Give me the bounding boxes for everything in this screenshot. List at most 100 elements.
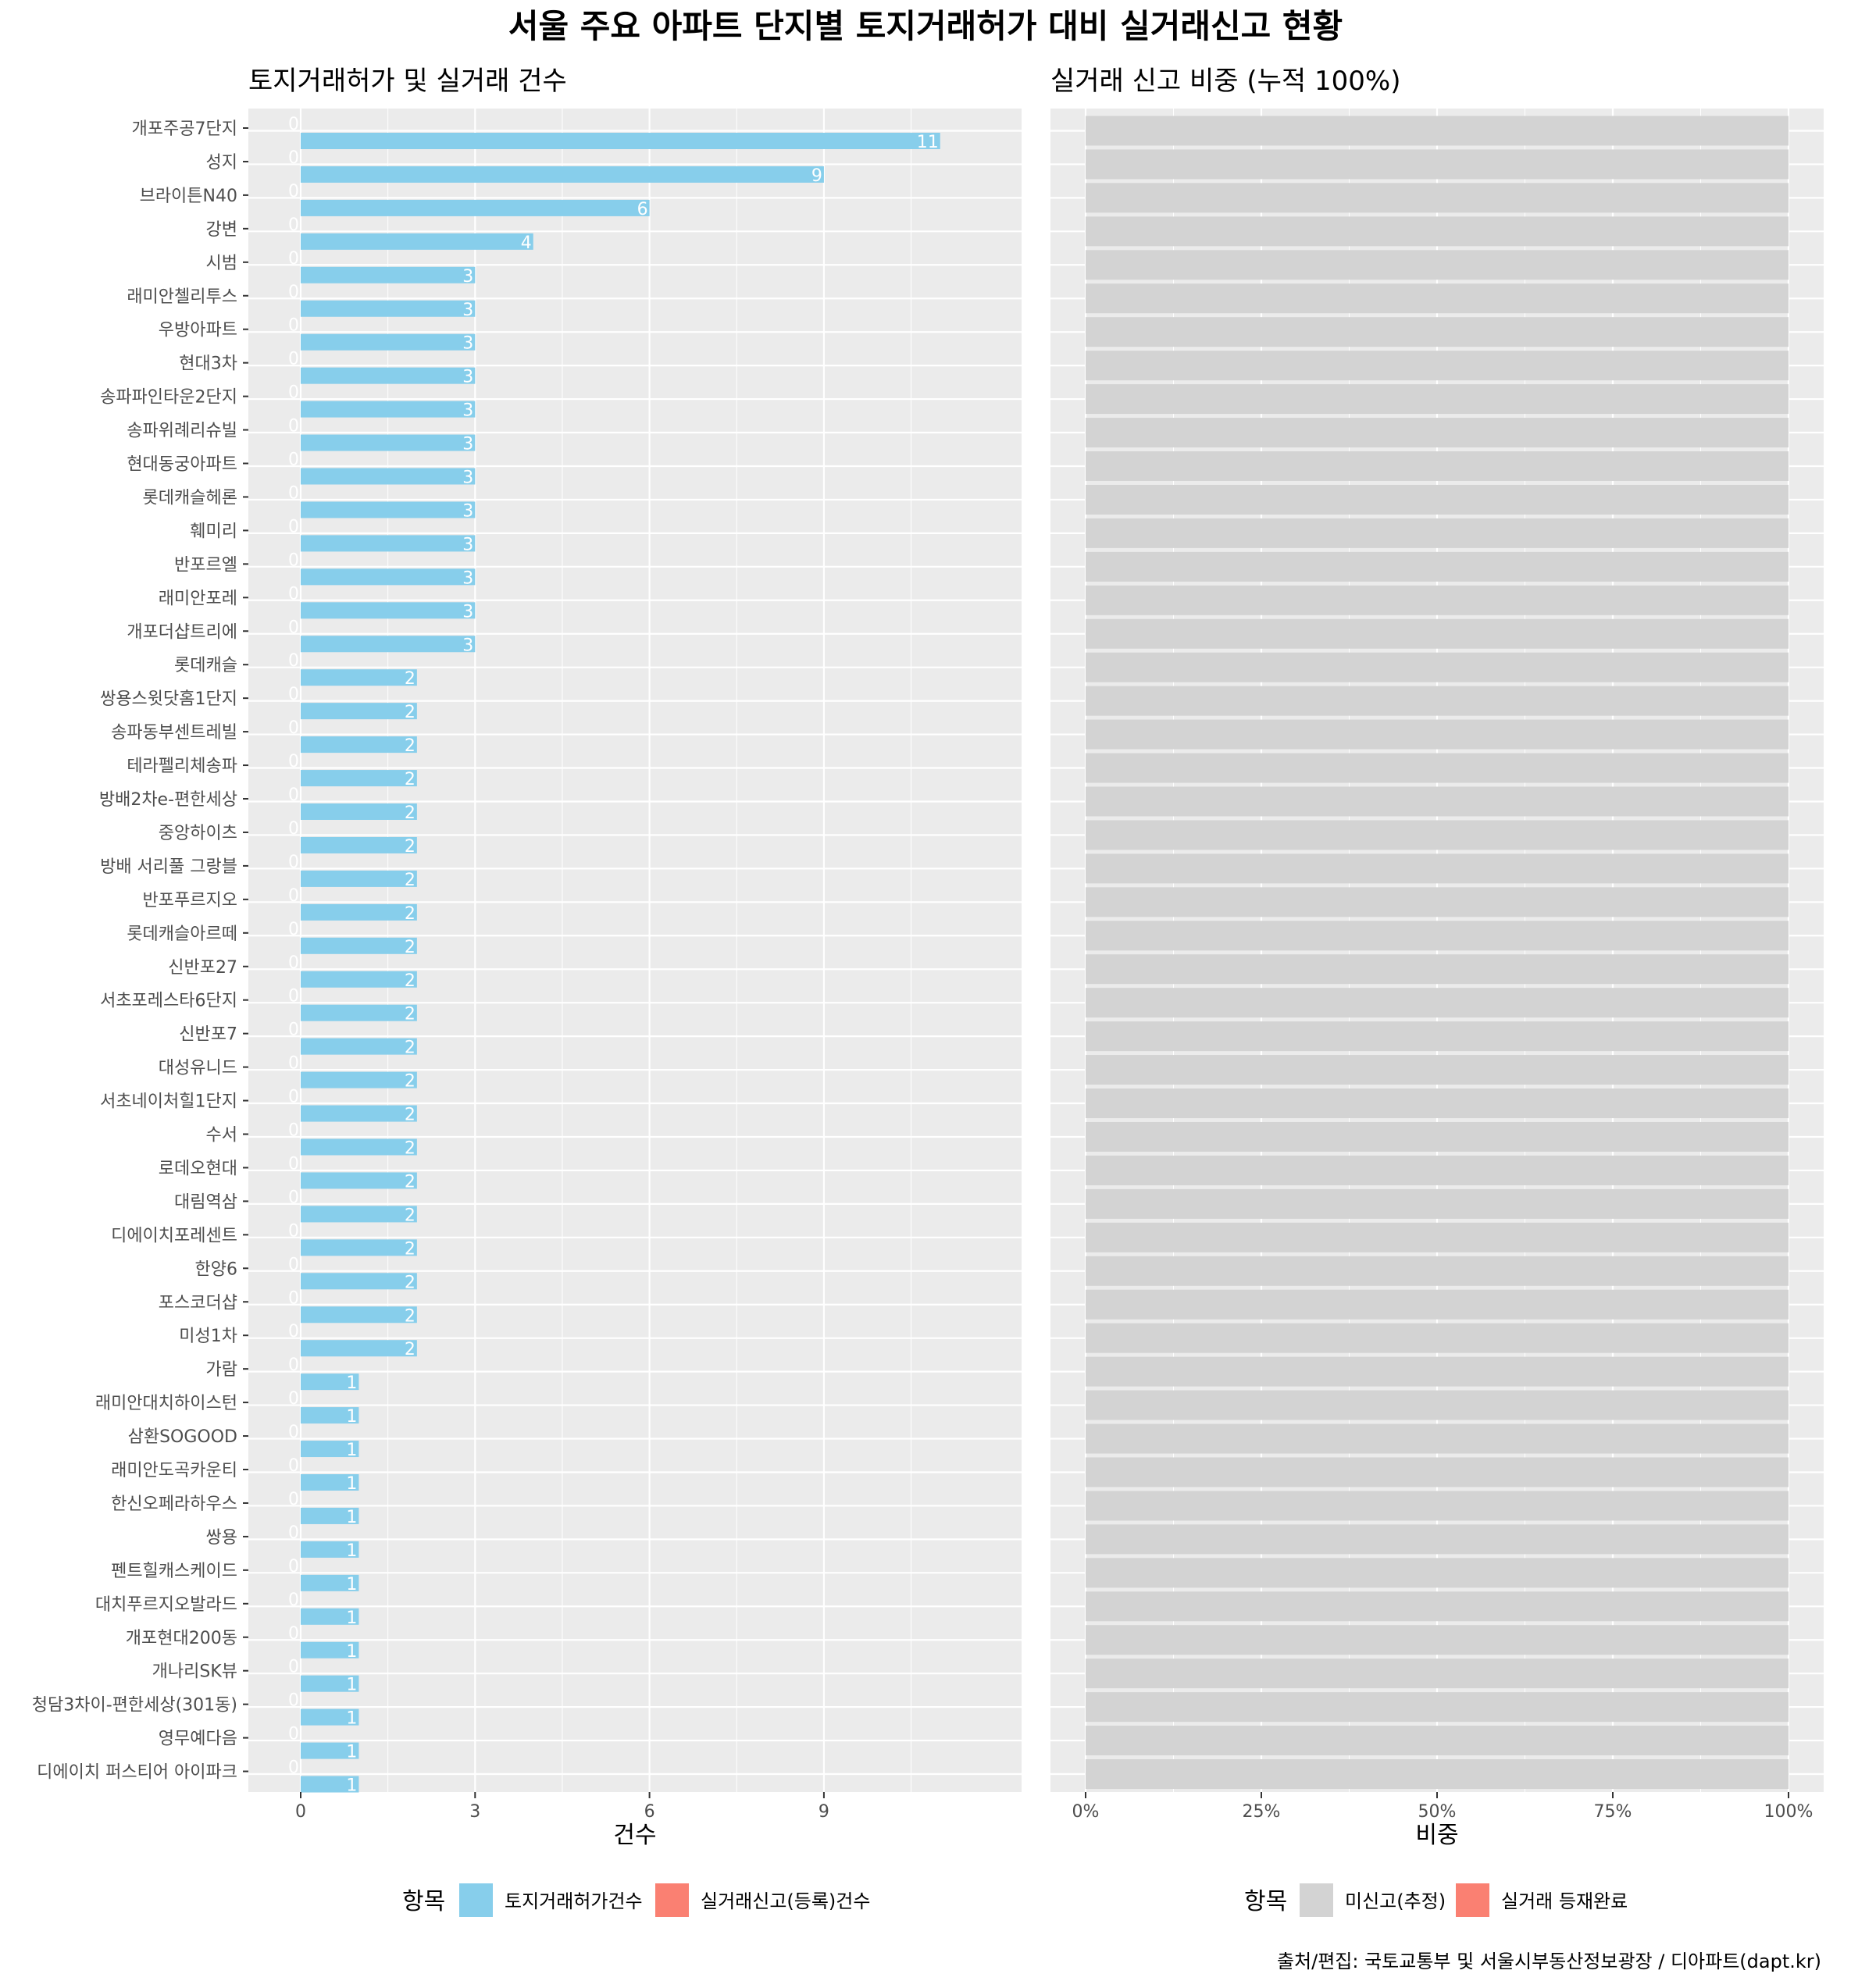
x-tick-label: 100% xyxy=(1764,1802,1814,1822)
y-tick-label: 서초포레스타6단지 xyxy=(100,992,237,1011)
y-tick-label: 우방아파트 xyxy=(159,321,237,340)
unreported-bar xyxy=(1086,954,1789,985)
left-bars xyxy=(300,133,940,1793)
unreported-bar xyxy=(1086,317,1789,347)
report-value-label: 0 xyxy=(288,517,299,536)
permit-value-label: 2 xyxy=(405,1072,415,1092)
y-tick-label: 신반포27 xyxy=(168,958,237,978)
x-tick-label: 0% xyxy=(1072,1802,1100,1822)
permit-bar xyxy=(300,133,940,149)
report-value-label: 0 xyxy=(288,1088,299,1107)
y-tick-label: 롯데캐슬 xyxy=(174,656,237,675)
report-value-label: 0 xyxy=(288,283,299,302)
permit-bar xyxy=(300,1708,359,1726)
unreported-bar xyxy=(1086,418,1789,448)
x-tick-label: 25% xyxy=(1243,1802,1281,1822)
permit-value-label: 2 xyxy=(405,1239,415,1259)
unreported-bar xyxy=(1086,1323,1789,1353)
permit-bar xyxy=(300,300,476,317)
permit-value-label: 1 xyxy=(346,1609,357,1628)
report-value-label: 0 xyxy=(288,819,299,839)
unreported-bar xyxy=(1086,1423,1789,1454)
report-value-label: 0 xyxy=(288,752,299,771)
unreported-bar xyxy=(1086,686,1789,716)
report-value-label: 0 xyxy=(288,685,299,704)
permit-bar xyxy=(300,870,417,887)
unreported-bar xyxy=(1086,1188,1789,1219)
y-tick-label: 디에이치 퍼스티어 아이파크 xyxy=(37,1763,237,1783)
unreported-bar xyxy=(1086,988,1789,1018)
report-value-label: 0 xyxy=(288,953,299,973)
permit-value-label: 9 xyxy=(811,166,822,186)
y-tick-label: 브라이튼N40 xyxy=(140,187,237,206)
permit-bar xyxy=(300,1273,417,1290)
unreported-bar xyxy=(1086,384,1789,415)
unreported-bar xyxy=(1086,1591,1789,1622)
y-tick-label: 래미안포레 xyxy=(159,589,237,608)
report-value-label: 0 xyxy=(288,786,299,805)
y-tick-label: 송파파인타운2단지 xyxy=(100,388,237,408)
unreported-bar xyxy=(1086,1625,1789,1655)
y-tick-label: 개포현대200동 xyxy=(126,1629,237,1648)
permit-bar xyxy=(300,770,417,787)
permit-bar xyxy=(300,1206,417,1223)
permit-value-label: 2 xyxy=(405,736,415,756)
legend-swatch-done xyxy=(1456,1883,1489,1917)
permit-bar xyxy=(300,1239,417,1256)
right-legend: 항목 미신고(추정) 실거래 등재완료 xyxy=(1244,1883,1628,1917)
report-value-label: 0 xyxy=(288,1021,299,1040)
permit-bar xyxy=(300,1306,417,1324)
y-tick-label: 롯데캐슬헤론 xyxy=(143,488,237,508)
legend-swatch-permit xyxy=(459,1883,493,1917)
permit-bar xyxy=(300,1105,417,1122)
permit-value-label: 2 xyxy=(405,770,415,789)
y-tick-label: 개나리SK뷰 xyxy=(152,1662,237,1682)
y-tick-label: 수서 xyxy=(206,1126,237,1145)
permit-value-label: 4 xyxy=(521,233,532,253)
unreported-bar xyxy=(1086,1457,1789,1487)
unreported-bar xyxy=(1086,1726,1789,1756)
permit-value-label: 2 xyxy=(405,938,415,957)
y-tick-label: 개포더샵트리에 xyxy=(127,622,237,642)
report-value-label: 0 xyxy=(288,1288,299,1308)
y-tick-label: 중앙하이츠 xyxy=(159,824,237,843)
unreported-bar xyxy=(1086,1055,1789,1085)
y-tick-label: 송파동부센트레빌 xyxy=(111,723,237,743)
permit-value-label: 2 xyxy=(405,1139,415,1159)
legend-swatch-report xyxy=(655,1883,689,1917)
report-value-label: 0 xyxy=(288,651,299,671)
y-tick-label: 디에이치포레센트 xyxy=(111,1226,237,1245)
report-value-label: 0 xyxy=(288,1221,299,1241)
y-tick-label: 대성유니드 xyxy=(159,1059,237,1078)
report-value-label: 0 xyxy=(288,718,299,738)
y-tick-label: 미성1차 xyxy=(179,1327,237,1346)
unreported-bar xyxy=(1086,1289,1789,1320)
permit-bar xyxy=(300,1675,359,1692)
y-tick-label: 대림역삼 xyxy=(174,1192,237,1212)
unreported-bar xyxy=(1086,1658,1789,1689)
chart-title: 서울 주요 아파트 단지별 토지거래허가 대비 실거래신고 현황 xyxy=(508,7,1343,45)
permit-bar xyxy=(300,602,476,619)
report-value-label: 0 xyxy=(288,1658,299,1677)
unreported-bar xyxy=(1086,484,1789,515)
unreported-bar xyxy=(1086,283,1789,314)
permit-value-label: 3 xyxy=(462,602,473,622)
x-tick-label: 75% xyxy=(1594,1802,1632,1822)
permit-bar xyxy=(300,367,476,384)
permit-value-label: 2 xyxy=(405,1340,415,1359)
unreported-bar xyxy=(1086,1256,1789,1286)
permit-value-label: 2 xyxy=(405,703,415,722)
permit-bar xyxy=(300,1172,417,1189)
unreported-bar xyxy=(1086,1558,1789,1588)
unreported-bar xyxy=(1086,1088,1789,1119)
permit-value-label: 1 xyxy=(346,1407,357,1427)
left-panel-subtitle: 토지거래허가 및 실거래 건수 xyxy=(248,66,567,97)
right-x-axis: 0% 25% 50% 75% 100% xyxy=(1072,1792,1814,1822)
permit-bar xyxy=(300,736,417,754)
permit-value-label: 1 xyxy=(346,1642,357,1662)
right-legend-title: 항목 xyxy=(1244,1888,1287,1915)
permit-value-label: 2 xyxy=(405,871,415,890)
unreported-bar xyxy=(1086,618,1789,649)
left-x-axis: 0 3 6 9 xyxy=(295,1792,829,1822)
